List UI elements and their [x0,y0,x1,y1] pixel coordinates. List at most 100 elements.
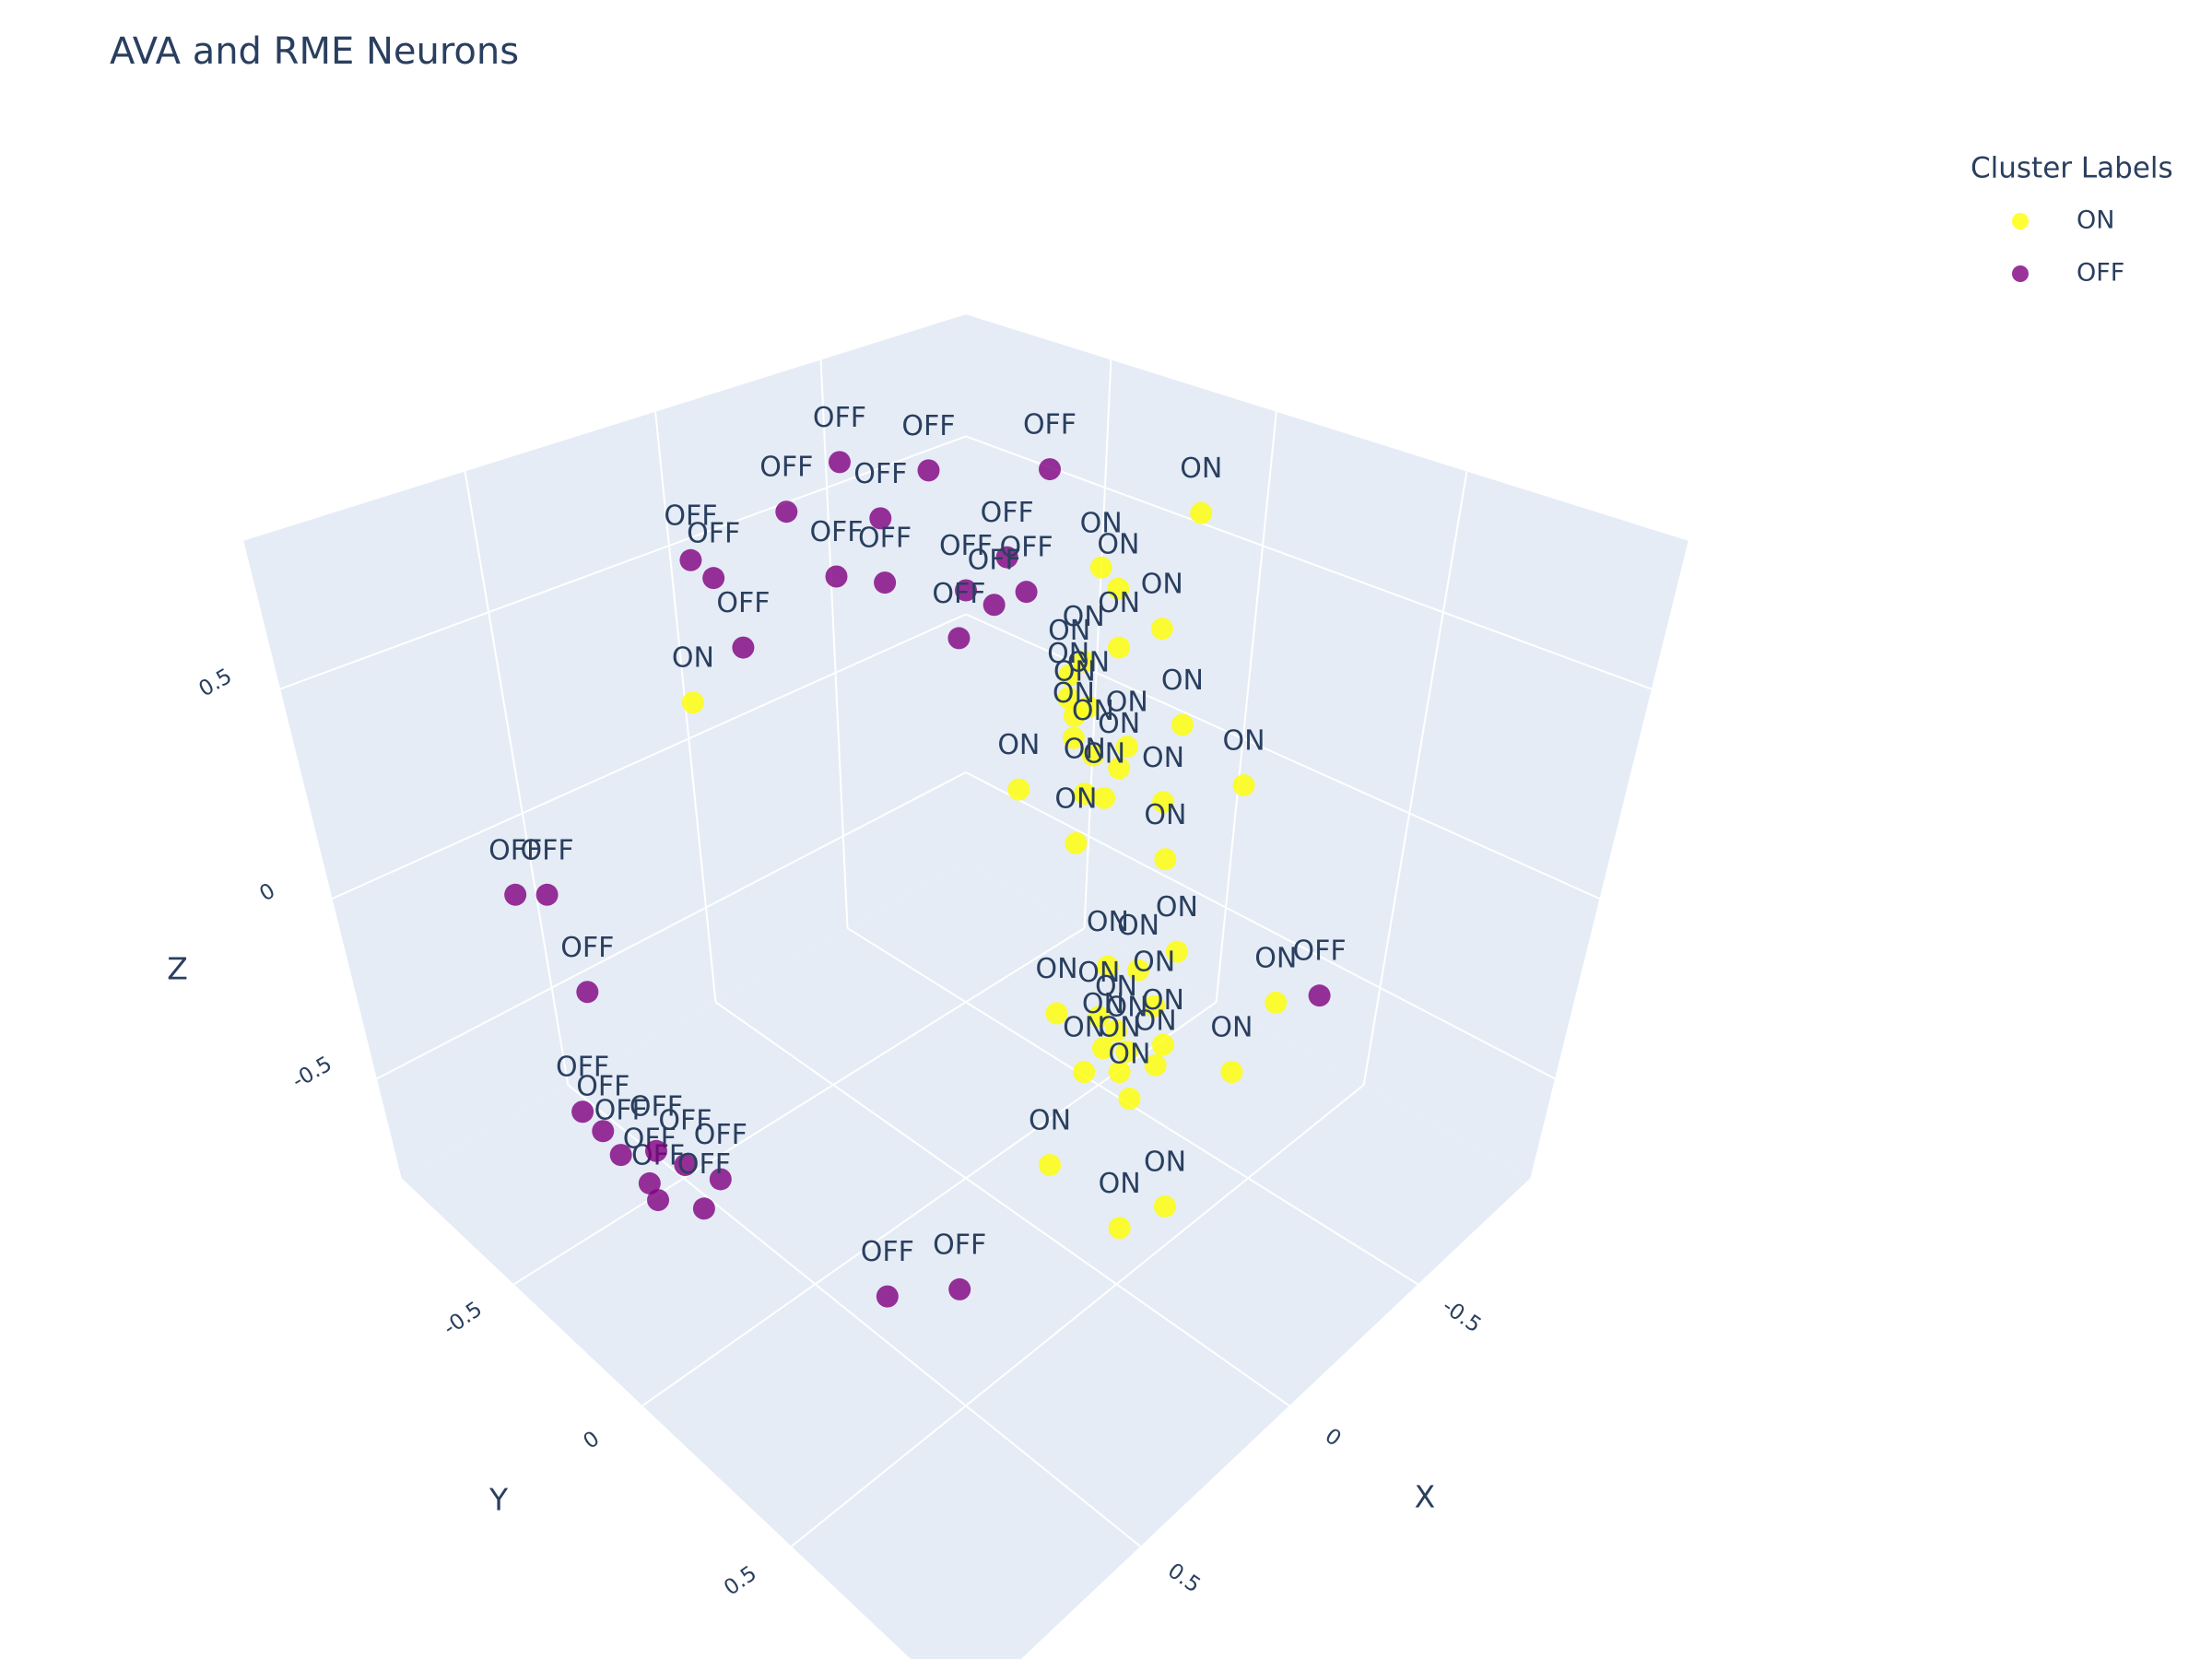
point-label: ON [1108,1039,1150,1071]
point-label: ON [1063,601,1105,633]
marker [995,546,1018,569]
tick-label: 0 [1321,1424,1346,1452]
marker [1062,726,1085,749]
point-label: OFF [939,530,993,562]
point-label: OFF [629,1090,683,1123]
point-label: ON [1144,1146,1186,1178]
legend-title: Cluster Labels [1971,152,2173,185]
point-label: ON [1161,665,1204,697]
grid-line [1215,411,1277,1003]
point-label: ON [1144,799,1186,831]
marker [576,981,599,1004]
point-label: OFF [556,1052,609,1084]
legend-label: OFF [2077,259,2124,288]
marker [955,579,977,602]
point-label: OFF [1000,532,1053,564]
marker [1154,1194,1177,1218]
marker [1096,955,1119,978]
marker [876,1285,899,1308]
floor-wall [401,862,1531,1659]
point-label: ON [1135,1005,1177,1037]
point-label: OFF [716,587,770,619]
point-label: OFF [694,1119,747,1151]
tick-label: 0.5 [195,665,237,702]
marker [1108,1217,1131,1240]
legend-label: ON [2077,206,2114,235]
marker [681,691,704,714]
point-label: ON [1053,677,1095,710]
point-label: ON [1098,587,1140,619]
back-wall-x [966,314,1688,1179]
tick-label: 0 [255,879,279,907]
chart-title: AVA and RME Neurons [110,30,519,73]
marker [1015,581,1038,604]
marker [982,594,1006,617]
marker [1039,1153,1062,1176]
point-label: ON [1180,453,1222,485]
point-label: ON [1106,687,1148,719]
point-label: ON [672,642,714,675]
marker [609,1144,632,1167]
marker [1088,1006,1111,1029]
marker [1165,940,1188,963]
grid-line [1362,471,1468,1086]
marker [535,883,559,906]
marker [1065,831,1088,854]
point-label: OFF [933,1229,986,1261]
point-label: ON [1099,1168,1141,1200]
point-label: ON [1054,782,1097,815]
point-label: OFF [677,1148,731,1181]
marker [1039,458,1062,481]
marker [1265,991,1288,1014]
marker [917,459,940,482]
marker [1107,577,1130,600]
marker [1220,1061,1243,1084]
point-label: ON [1254,942,1297,974]
marker [1115,1041,1138,1064]
point-label: ON [1053,655,1096,688]
grid-line [567,1084,1141,1547]
tick-label: 0.5 [720,1561,761,1600]
marker [1073,782,1096,806]
grid-line [714,1001,1290,1407]
marker [825,565,848,588]
point-label: ON [1156,891,1198,924]
point-label: OFF [1023,409,1077,441]
point-label: OFF [861,1236,914,1268]
marker [638,1171,661,1194]
marker [1045,1002,1068,1025]
marker [1144,1053,1167,1077]
legend-marker [2012,213,2029,229]
point-label: ON [1099,1012,1141,1044]
marker [869,507,892,530]
marker [1081,744,1104,767]
marker [504,883,527,906]
marker [1108,636,1131,659]
marker [1190,501,1213,524]
marker [644,1139,667,1162]
marker [709,1168,732,1191]
marker [592,1120,615,1143]
point-label: OFF [687,518,740,550]
marker [1152,791,1175,814]
marker [692,1197,715,1220]
grid-line [464,471,570,1086]
point-label: ON [1223,725,1265,758]
point-label: ON [1142,984,1184,1017]
grid-line [965,771,1556,1080]
marker [1115,735,1138,759]
marker [679,548,702,571]
point-label: ON [1133,946,1175,978]
grid-line [376,771,967,1080]
point-label: ON [1087,906,1129,938]
point-label: OFF [664,500,717,532]
marker [1108,757,1131,780]
point-label: ON [1083,737,1125,770]
tick-label: 0 [579,1427,604,1454]
grid-line [1083,359,1112,929]
tick-label: -0.5 [1438,1294,1486,1337]
grid-line [512,927,1086,1286]
marker [732,636,755,659]
point-label: ON [1080,507,1123,539]
marker [571,1100,594,1124]
